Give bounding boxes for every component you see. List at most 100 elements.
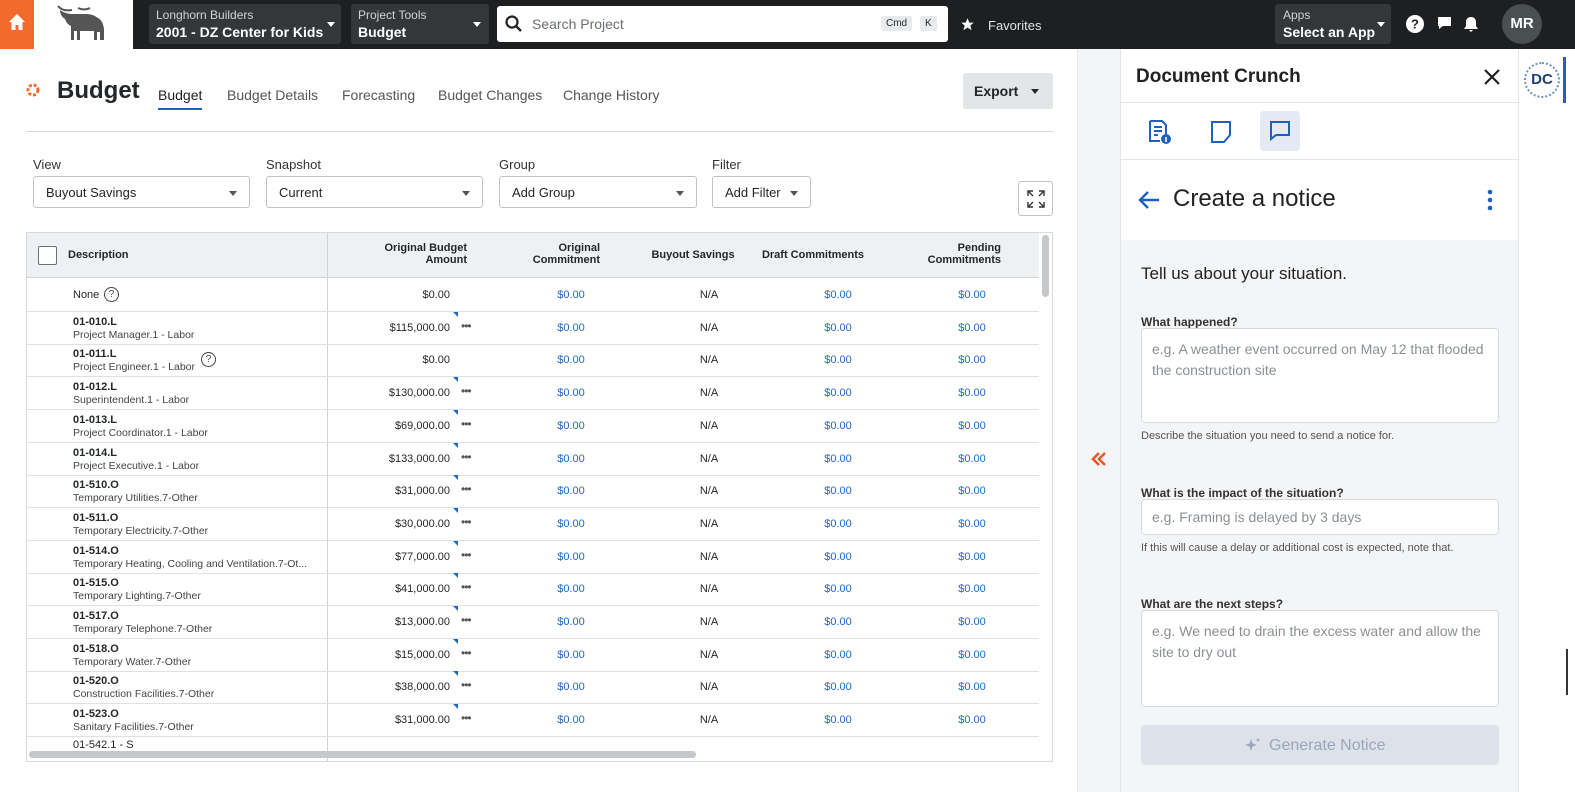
edit-marker xyxy=(453,475,458,481)
row-actions: ••• xyxy=(461,416,472,431)
filter-value: Buyout Savings xyxy=(46,185,137,200)
table-cell: $0.00 xyxy=(824,550,852,563)
home-button[interactable] xyxy=(0,0,34,49)
table-cell: $0.00 xyxy=(824,517,852,530)
row-actions: ••• xyxy=(461,384,472,399)
divider xyxy=(1121,159,1519,160)
avatar[interactable]: MR xyxy=(1502,4,1542,44)
field-input[interactable]: e.g. Framing is delayed by 3 days xyxy=(1141,499,1499,535)
apps-value: Select an App xyxy=(1283,24,1376,40)
row-actions: ••• xyxy=(461,482,472,497)
edit-marker xyxy=(453,704,458,710)
h-scrollbar[interactable] xyxy=(29,751,696,758)
company-name: Longhorn Builders xyxy=(156,8,254,22)
app-selector[interactable]: Apps Select an App xyxy=(1275,4,1391,44)
edit-marker xyxy=(453,507,458,513)
tab[interactable]: Forecasting xyxy=(342,87,416,103)
table-row: 01-515.O Temporary Lighting.7-Other $41,00… xyxy=(27,573,1039,607)
cost-name: Temporary Lighting.7-Other xyxy=(73,590,201,603)
table-cell: N/A xyxy=(699,354,719,367)
cost-code: 01-542.1 - S xyxy=(73,738,134,751)
panel-heading: Create a notice xyxy=(1173,185,1336,212)
row-actions: ••• xyxy=(461,580,472,595)
nav-icons[interactable]: ? xyxy=(1405,14,1485,34)
edit-marker xyxy=(453,573,458,579)
collapse-icon[interactable] xyxy=(1091,452,1107,466)
filter-select[interactable]: Add Filter xyxy=(712,176,811,208)
row-actions: ••• xyxy=(461,547,472,562)
table-cell: $0.00 xyxy=(557,583,585,596)
checkbox[interactable] xyxy=(38,246,57,265)
table-cell: $0.00 xyxy=(958,485,986,498)
tool-selector[interactable]: Project Tools Budget xyxy=(351,4,489,44)
note-tab[interactable] xyxy=(1208,119,1234,145)
table-cell: $0.00 xyxy=(958,714,986,727)
expand-icon xyxy=(1027,190,1045,208)
table-row: 01-523.O Sanitary Facilities.7-Other $31,0… xyxy=(27,704,1039,738)
edit-marker xyxy=(453,377,458,383)
cost-code: 01-523.O xyxy=(73,708,119,721)
field-help: Describe the situation you need to send … xyxy=(1141,430,1395,442)
rail-app-badge[interactable]: DC xyxy=(1524,62,1560,98)
back-icon[interactable] xyxy=(1137,189,1161,211)
cost-code: 01-014.L xyxy=(73,446,118,459)
panel-title: Document Crunch xyxy=(1136,66,1301,87)
column-header: Buyout Savings xyxy=(651,249,735,261)
table-cell: $31,000.00 xyxy=(394,485,450,498)
cost-code: None xyxy=(73,289,100,301)
notice-tab[interactable] xyxy=(1260,111,1300,151)
caret xyxy=(1031,89,1039,94)
column-divider xyxy=(327,233,328,761)
tools-value: Budget xyxy=(358,24,407,40)
doc-info-tab[interactable] xyxy=(1147,119,1173,145)
v-scrollbar[interactable] xyxy=(1042,235,1049,297)
filter-label: View xyxy=(33,157,61,172)
field-input[interactable]: e.g. A weather event occurred on May 12 … xyxy=(1141,328,1499,423)
cost-name: Project Coordinator.1 - Labor xyxy=(73,426,208,439)
table-cell: $0.00 xyxy=(958,681,986,694)
table-cell: $0.00 xyxy=(557,681,585,694)
table-cell: $0.00 xyxy=(958,648,986,661)
export-button[interactable]: Export xyxy=(963,73,1053,109)
filter-select[interactable]: Add Group xyxy=(499,176,697,208)
favorites[interactable]: Favorites xyxy=(988,18,1042,33)
cost-name: Sanitary Facilities.7-Other xyxy=(73,721,194,734)
column-header: Pending Commitments xyxy=(927,242,1001,266)
filter-select[interactable]: Current xyxy=(266,176,483,208)
table-cell: $0.00 xyxy=(824,714,852,727)
tab[interactable]: Budget xyxy=(158,87,203,110)
tab[interactable]: Change History xyxy=(563,87,660,103)
fullscreen-button[interactable] xyxy=(1018,181,1053,216)
help-icon: ? xyxy=(104,287,119,302)
more-icon[interactable] xyxy=(1487,189,1493,211)
column-header: Original Budget Amount xyxy=(384,242,468,266)
company-logo xyxy=(34,0,133,49)
cost-name: Temporary Water.7-Other xyxy=(73,655,192,668)
search-box[interactable]: Search Project Cmd K xyxy=(497,6,948,42)
close-icon[interactable] xyxy=(1483,68,1501,86)
right-rail: DC xyxy=(1518,49,1575,792)
generate-button[interactable]: Generate Notice xyxy=(1141,725,1499,765)
table-cell: $0.00 xyxy=(557,419,585,432)
caret xyxy=(473,22,481,27)
cost-name: Temporary Utilities.7-Other xyxy=(73,492,198,505)
tab[interactable]: Budget Details xyxy=(227,87,319,103)
cost-code: 01-010.L xyxy=(73,315,118,328)
caret xyxy=(790,191,798,196)
tab[interactable]: Budget Changes xyxy=(438,87,543,103)
edit-marker xyxy=(453,409,458,415)
cost-name: Project Manager.1 - Labor xyxy=(73,328,195,341)
table-cell: $0.00 xyxy=(557,485,585,498)
table-cell: $0.00 xyxy=(557,714,585,727)
project-selector[interactable]: Longhorn Builders 2001 - DZ Center for K… xyxy=(149,4,341,44)
table-cell: $0.00 xyxy=(958,550,986,563)
field-input[interactable]: e.g. We need to drain the excess water a… xyxy=(1141,610,1499,707)
table-cell: $0.00 xyxy=(422,354,450,367)
tools-label: Project Tools xyxy=(358,8,427,22)
side-panel: Document Crunch Create a notice Tell us … xyxy=(1120,49,1519,792)
edit-marker xyxy=(453,442,458,448)
table-cell: $0.00 xyxy=(557,616,585,628)
field-label: What are the next steps? xyxy=(1141,597,1284,611)
filter-select[interactable]: Buyout Savings xyxy=(33,176,250,208)
caret xyxy=(327,22,335,27)
